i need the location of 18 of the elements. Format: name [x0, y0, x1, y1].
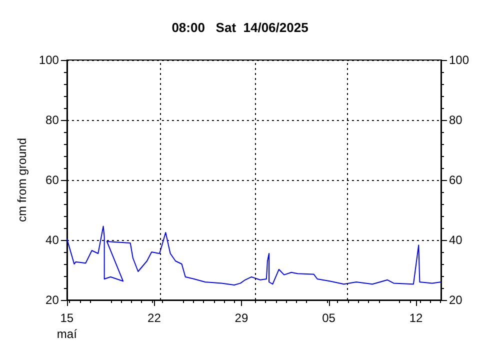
y2-tick-label: 100: [448, 53, 470, 67]
y-axis-title: cm from ground: [15, 138, 29, 222]
y-tick-label: 40: [46, 233, 60, 247]
y-tick-label: 20: [46, 293, 60, 307]
y-tick-label: 60: [46, 173, 60, 187]
line-series: [66, 226, 442, 286]
y2-tick-label: 40: [448, 233, 463, 247]
x-tick-label: 12: [409, 311, 424, 325]
y2-tick-label: 60: [448, 173, 463, 187]
chart-title: 08:00 Sat 14/06/2025: [172, 20, 308, 35]
y2-tick-label: 20: [448, 293, 463, 307]
x-tick-label: 22: [148, 311, 162, 325]
x-tick-label: 29: [234, 311, 248, 325]
y-tick-label: 80: [46, 113, 60, 127]
x-tick-label: 05: [322, 311, 336, 325]
x-tick-label: 15 maí: [56, 311, 78, 341]
y-tick-label: 100: [38, 53, 60, 67]
y2-tick-label: 80: [448, 113, 463, 127]
